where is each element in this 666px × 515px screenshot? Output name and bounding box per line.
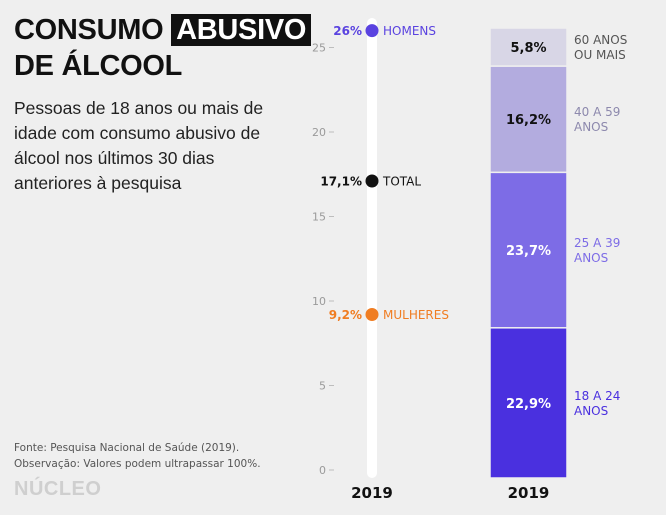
y-tick-label: 25 [312,42,326,55]
footnote: Fonte: Pesquisa Nacional de Saúde (2019)… [14,440,261,472]
observation-note: Observação: Valores podem ultrapassar 10… [14,458,261,470]
stack-value-label: 5,8% [510,41,546,56]
dot-mulheres [365,308,379,322]
stack-value-label: 22,9% [506,397,551,412]
title-part1: CONSUMO [14,14,164,46]
stack-segment [489,171,568,329]
stack-series-label-line1: 40 A 59 [574,105,620,119]
chart-subtitle: Pessoas de 18 anos ou mais de idade com … [14,98,264,193]
stack-series-label-line2: ANOS [574,251,608,265]
stack-series-label: 18 A 24 ANOS [574,389,620,418]
x-axis-label-right: 2019 [508,484,550,502]
dot-track [367,18,377,478]
stack-value-label: 23,7% [506,244,551,259]
nucleo-logo: NÚCLEO [14,478,102,500]
stack-segment [489,327,568,479]
title-line2: DE ÁLCOOL [14,50,183,82]
dot-homens [365,24,379,38]
stack-value-label: 16,2% [506,113,551,128]
title-highlight: ABUSIVO [171,14,312,46]
stack-series-label: 40 A 59 ANOS [574,105,620,134]
stack-series-label-line1: 60 ANOS [574,33,627,47]
stack-series-label-line2: ANOS [574,120,608,134]
dot-series-label: TOTAL [382,175,421,189]
stack-segment [489,27,568,67]
stack-series-label: 60 ANOS OU MAIS [574,33,627,62]
y-tick-label: 0 [319,464,326,477]
stack-series-label-line2: ANOS [574,404,608,418]
chart-title: CONSUMO ABUSIVO DE ÁLCOOL [14,12,312,84]
stack-series-label-line1: 25 A 39 [574,236,620,250]
dot-value-label: 17,1% [320,175,362,189]
stack-series-label-line1: 18 A 24 [574,389,620,403]
y-tick-label: 10 [312,295,326,308]
dot-series-label: HOMENS [383,24,436,38]
dot-total [365,174,379,188]
x-axis-label-left: 2019 [351,484,393,502]
dot-value-label: 26% [333,24,362,38]
dot-series-label: MULHERES [383,308,449,322]
y-tick-label: 5 [319,380,326,393]
stack-segment [489,65,568,174]
source-note: Fonte: Pesquisa Nacional de Saúde (2019)… [14,442,240,454]
dot-value-label: 9,2% [329,308,362,322]
stack-series-label-line2: OU MAIS [574,48,626,62]
y-tick-label: 20 [312,126,326,139]
stack-series-label: 25 A 39 ANOS [574,236,620,265]
y-tick-label: 15 [312,211,326,224]
